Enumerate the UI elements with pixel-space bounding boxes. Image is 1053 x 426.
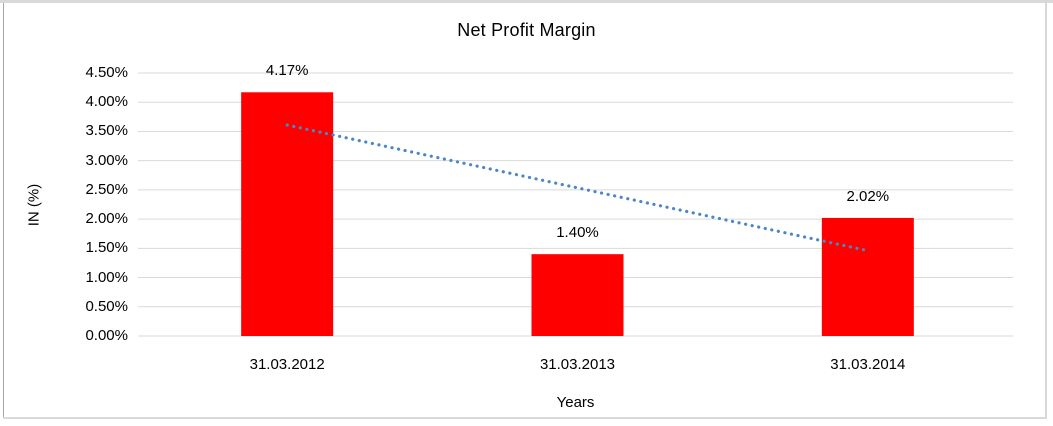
frame-border-top — [0, 0, 1053, 3]
bar-value-label: 4.17% — [265, 62, 309, 80]
bar-value-label: 2.02% — [846, 187, 890, 205]
frame-border-left — [3, 3, 4, 418]
y-tick-label: 2.50% — [85, 180, 128, 198]
x-axis-title: Years — [556, 394, 595, 411]
y-tick-label: 1.50% — [85, 239, 128, 257]
frame-border-right — [1045, 3, 1047, 418]
y-tick-label: 3.50% — [85, 122, 128, 140]
x-category-label: 31.03.2013 — [539, 356, 616, 373]
bar-value-label: 1.40% — [556, 224, 599, 242]
x-category-label: 31.03.2014 — [830, 356, 906, 373]
y-tick-label: 2.00% — [85, 210, 128, 228]
chart-title: Net Profit Margin — [457, 20, 596, 40]
bar — [241, 92, 334, 336]
y-tick-label: 0.50% — [85, 297, 128, 315]
bar — [531, 254, 624, 336]
y-tick-label: 4.50% — [85, 64, 128, 81]
bar — [821, 217, 914, 336]
y-tick-label: 4.00% — [85, 93, 128, 111]
y-tick-label: 3.00% — [85, 151, 128, 169]
frame-border-bottom — [3, 417, 1047, 419]
y-tick-label: 0.00% — [85, 327, 128, 344]
trendline — [285, 123, 870, 253]
x-category-label: 31.03.2012 — [249, 356, 325, 373]
y-tick-label: 1.00% — [85, 268, 128, 286]
